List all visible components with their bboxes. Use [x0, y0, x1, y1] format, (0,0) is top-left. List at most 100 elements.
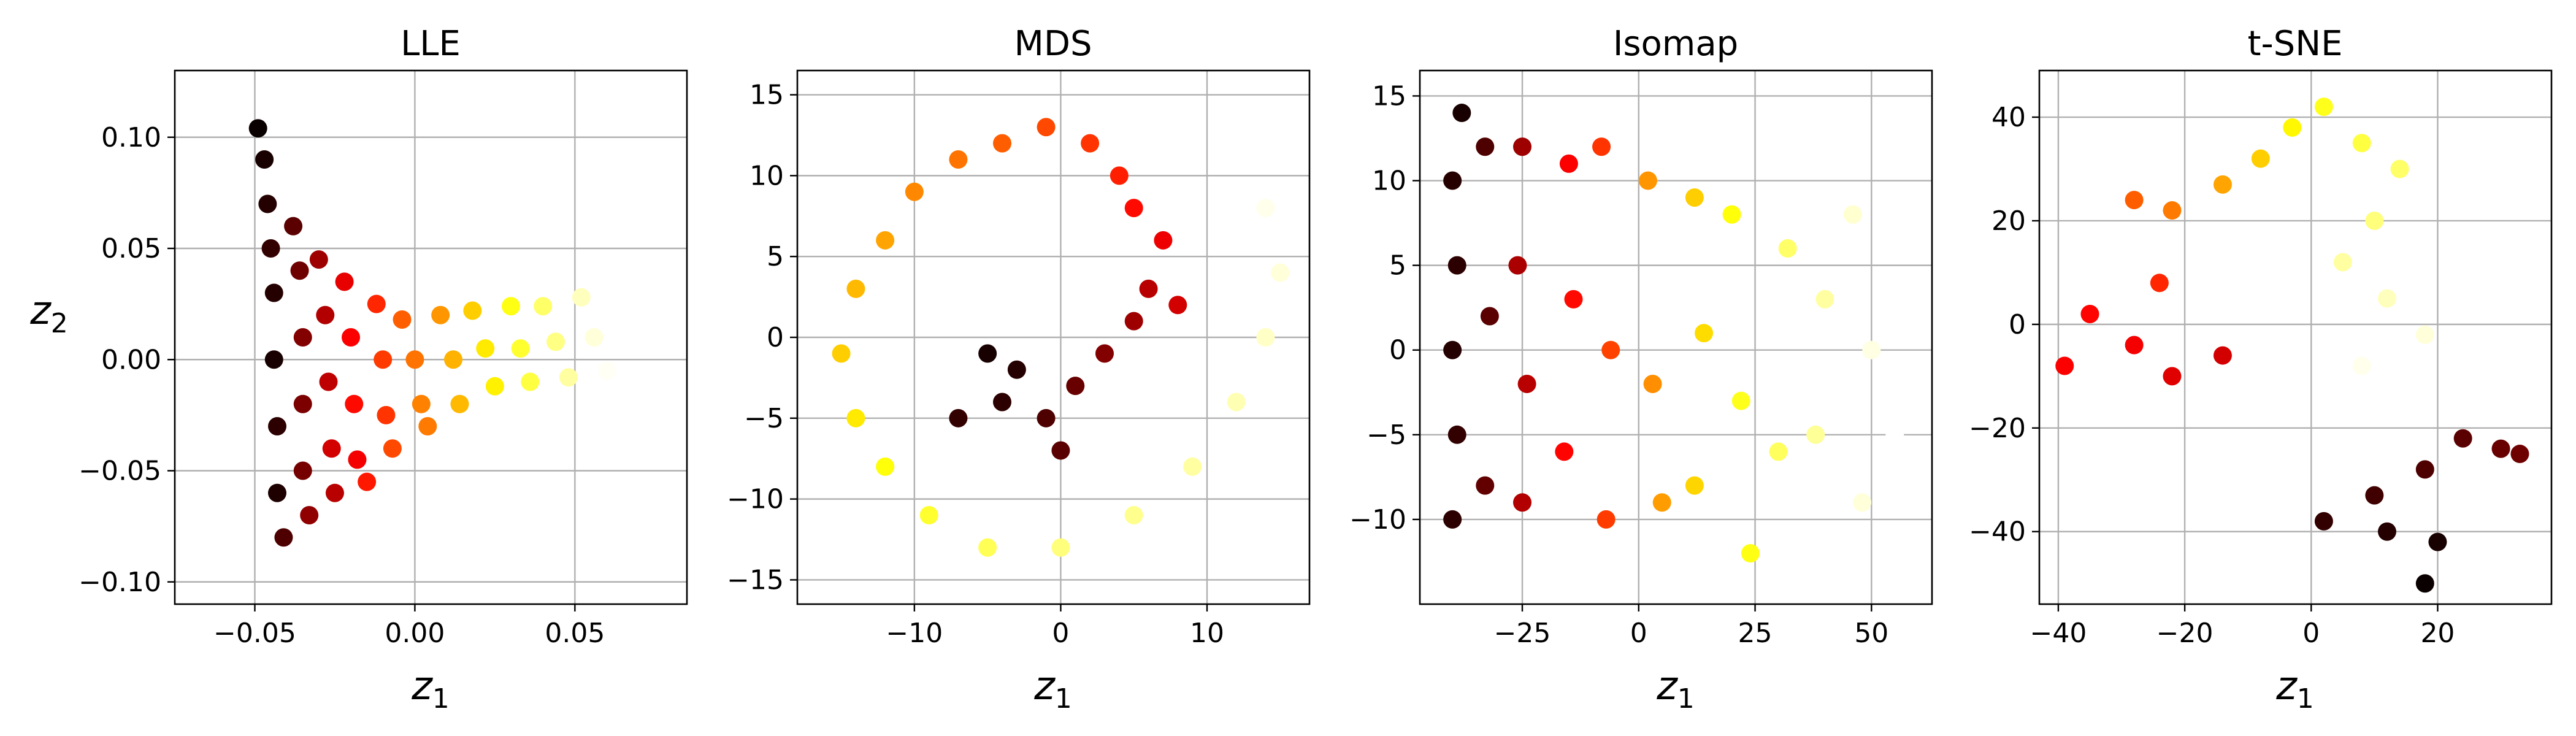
scatter-point [2314, 98, 2333, 117]
scatter-point [2510, 445, 2529, 464]
scatter-point [978, 344, 997, 363]
scatter-point [264, 350, 283, 369]
x-tick-label: 0.00 [385, 618, 445, 649]
y-tick-label: −20 [1969, 413, 2026, 444]
scatter-point [1476, 137, 1495, 156]
x-tick-label: 0 [1630, 618, 1647, 649]
scatter-point [1722, 205, 1741, 224]
plot-frame [1419, 69, 1933, 605]
scatter-point [2333, 253, 2352, 272]
scatter-point [1476, 476, 1495, 495]
scatter-point [264, 283, 283, 302]
scatter-point [1555, 442, 1574, 461]
x-tick-label: 0.05 [545, 618, 605, 649]
scatter-point [546, 332, 565, 351]
x-tick-label: 50 [1854, 618, 1888, 649]
scatter-point [1769, 442, 1788, 461]
scatter-point [559, 368, 578, 387]
scatter-point [1685, 188, 1704, 207]
scatter-point [2125, 335, 2144, 355]
scatter-point [418, 417, 437, 435]
scatter-point [949, 150, 968, 169]
scatter-point [1168, 296, 1187, 315]
scatter-point [949, 408, 968, 427]
scatter-point [1508, 256, 1527, 275]
scatter-point [2428, 532, 2447, 551]
scatter-point [383, 439, 402, 458]
y-tick-label: 5 [767, 241, 784, 272]
y-tick-label: 0 [767, 322, 784, 353]
scatter-point [2377, 522, 2396, 541]
scatter-point [2213, 175, 2232, 194]
x-axis-label: z1 [2275, 664, 2314, 715]
x-tick-label: −25 [1494, 618, 1551, 649]
scatter-point [905, 182, 924, 201]
scatter-point [846, 279, 865, 298]
scatter-point [832, 344, 851, 363]
subplot-tsne: t-SNE −40 −20 0 20 −40 −20 0 20 40 z1 [1969, 24, 2553, 715]
scatter-point [2377, 289, 2396, 308]
scatter-point [2283, 118, 2302, 137]
scatter-point [319, 372, 338, 391]
scatter-point [348, 450, 367, 469]
scatter-point [2150, 274, 2169, 293]
x-tick-label: −10 [886, 618, 943, 649]
scatter-point [2390, 159, 2409, 178]
scatter-point [1271, 263, 1290, 282]
scatter-point [993, 393, 1011, 412]
scatter-point [1154, 231, 1173, 250]
scatter-point [1559, 154, 1578, 173]
scatter-point [1081, 134, 1100, 153]
x-tick-label: 0 [1052, 618, 1069, 649]
scatter-point [268, 483, 286, 502]
scatter-point [293, 461, 312, 480]
y-tick-label: 10 [749, 160, 784, 191]
scatter-point [2415, 460, 2434, 479]
scatter-point [463, 301, 482, 320]
scatter-point [316, 305, 335, 324]
y-tick-label: −10 [727, 484, 784, 515]
scatter-point [1037, 118, 1056, 137]
scatter-point [501, 297, 520, 316]
x-axis-label: z1 [411, 664, 450, 715]
scatter-point [1480, 307, 1499, 326]
scatter-point [248, 119, 267, 138]
y-tick-label: −10 [1349, 504, 1406, 535]
y-tick-label: 0 [1389, 335, 1406, 366]
scatter-point [342, 328, 361, 347]
x-tick-label: 10 [1190, 618, 1224, 649]
scatter-point [534, 297, 553, 316]
x-tick-label: 25 [1738, 618, 1773, 649]
scatter-point [2352, 356, 2371, 375]
scatter-point [1447, 425, 1466, 444]
scatter-point [2365, 486, 2384, 505]
scatter-point [444, 350, 463, 369]
chart-title: LLE [401, 24, 461, 64]
scatter-point [1051, 538, 1070, 557]
scatter-point [431, 305, 450, 324]
scatter-point [846, 408, 865, 427]
x-tick-label: 0 [2302, 618, 2320, 649]
y-tick-label: −0.05 [79, 456, 161, 487]
scatter-point [1778, 239, 1797, 258]
subplot-mds: MDS −10 0 10 −15 −10 −5 0 5 10 15 z1 [727, 24, 1311, 715]
scatter-point [325, 483, 344, 502]
scatter-point [876, 457, 895, 476]
scatter-point [255, 150, 274, 169]
scatter-point [274, 528, 293, 547]
scatter-point [2314, 512, 2333, 531]
scatter-point [1443, 171, 1462, 190]
y-tick-label: 0.05 [101, 233, 161, 264]
y-tick-label: −0.10 [79, 567, 161, 598]
plot-frame [174, 69, 688, 605]
y-tick-label: −5 [744, 403, 784, 434]
scatter-point [485, 377, 504, 396]
scatter-point [978, 538, 997, 557]
scatter-point [2213, 346, 2232, 365]
scatter-point [300, 506, 319, 524]
scatter-point [1513, 493, 1531, 512]
y-tick-label: 0.10 [101, 122, 161, 153]
scatter-point [993, 134, 1011, 153]
scatter-point [1443, 340, 1462, 359]
